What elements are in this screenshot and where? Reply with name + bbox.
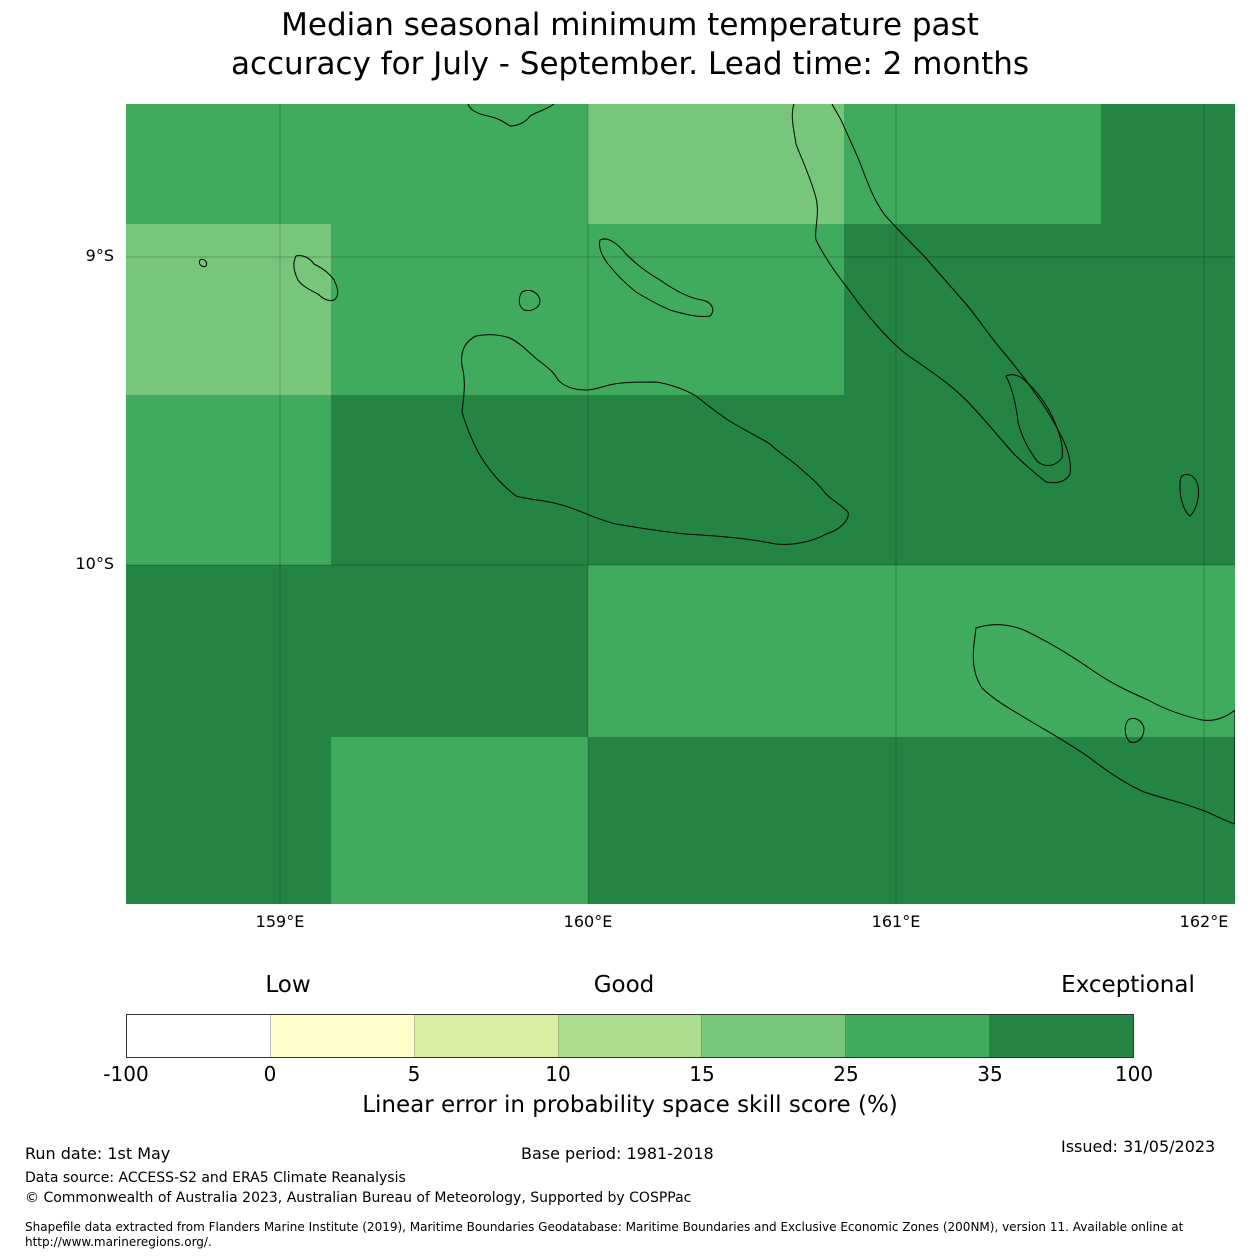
colorbar-tick: -100 [103,1062,149,1086]
run-date: Run date: 1st May [25,1144,171,1163]
lon-label-161e: 161°E [871,912,921,931]
colorbar [126,1014,1134,1058]
colorbar-tick: 25 [833,1062,859,1086]
ulawa-island [1124,717,1145,743]
grid-cells [126,104,1235,904]
colorbar-segment [558,1015,703,1057]
skill-grid [126,104,1235,904]
lat-label-10s: 10°S [75,554,114,573]
data-source: Data source: ACCESS-S2 and ERA5 Climate … [25,1170,406,1186]
lat-label-9s: 9°S [85,246,114,265]
lon-label-162e: 162°E [1179,912,1229,931]
legend-category-low: Low [265,972,311,998]
colorbar-segment [846,1015,991,1057]
colorbar-segment [270,1015,415,1057]
colorbar-segment [702,1015,847,1057]
shapefile-attribution: Shapefile data extracted from Flanders M… [25,1220,1184,1249]
savo-island [518,289,541,311]
east-islet [1179,473,1199,517]
lon-label-159e: 159°E [255,912,305,931]
map-title: Median seasonal minimum temperature past… [0,6,1260,84]
skill-map [126,104,1235,904]
guadalcanal-coast [461,334,849,545]
malaita-coast [791,104,1071,484]
colorbar-tick: 100 [1114,1062,1154,1086]
legend-category-good: Good [593,972,655,998]
colorbar-tick: 0 [263,1062,277,1086]
base-period: Base period: 1981-2018 [521,1144,714,1163]
colorbar-label: Linear error in probability space skill … [362,1092,898,1118]
colorbar-segment [127,1015,271,1057]
copyright-notice: © Commonwealth of Australia 2023, Austra… [25,1190,692,1206]
colorbar-segment [414,1015,559,1057]
title-line-2: accuracy for July - September. Lead time… [230,46,1030,82]
small-malaita-coast [1005,374,1063,466]
western-islet [199,259,207,267]
issued-date: Issued: 31/05/2023 [1061,1137,1216,1156]
lon-label-160e: 160°E [563,912,613,931]
russell-islands-coast [293,255,339,301]
colorbar-tick: 10 [545,1062,571,1086]
colorbar-tick: 35 [977,1062,1003,1086]
colorbar-segment [990,1015,1134,1057]
colorbar-tick: 5 [407,1062,421,1086]
makira-coast [972,624,1235,825]
ngella-coast [599,238,714,317]
florida-north [467,104,555,127]
legend-category-exceptional: Exceptional [1061,972,1195,998]
title-line-1: Median seasonal minimum temperature past [281,7,979,43]
colorbar-tick: 15 [689,1062,715,1086]
coastlines [199,104,1235,825]
graticule [126,104,1235,904]
